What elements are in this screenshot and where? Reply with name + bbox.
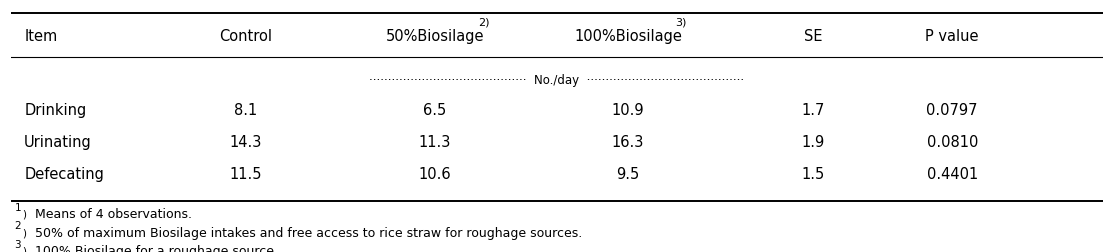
Text: 1.7: 1.7 [802, 103, 825, 117]
Text: 16.3: 16.3 [612, 135, 644, 149]
Text: Means of 4 observations.: Means of 4 observations. [36, 207, 192, 220]
Text: Control: Control [219, 28, 272, 43]
Text: 1: 1 [14, 202, 21, 212]
Text: 0.4401: 0.4401 [927, 167, 978, 182]
Text: 2: 2 [14, 220, 21, 230]
Text: Urinating: Urinating [25, 135, 92, 149]
Text: 14.3: 14.3 [229, 135, 262, 149]
Text: 1.9: 1.9 [802, 135, 825, 149]
Text: 3: 3 [14, 239, 21, 249]
Text: 50%Biosilage: 50%Biosilage [385, 28, 483, 43]
Text: Defecating: Defecating [25, 167, 104, 182]
Text: 100% Biosilage for a roughage source.: 100% Biosilage for a roughage source. [36, 244, 278, 252]
Text: SE: SE [804, 28, 823, 43]
Text: 0.0810: 0.0810 [927, 135, 978, 149]
Text: ): ) [22, 227, 26, 237]
Text: 2): 2) [478, 17, 490, 27]
Text: 11.3: 11.3 [419, 135, 451, 149]
Text: 3): 3) [675, 17, 686, 27]
Text: 8.1: 8.1 [234, 103, 257, 117]
Text: ): ) [22, 246, 26, 252]
Text: ): ) [22, 209, 26, 219]
Text: 50% of maximum Biosilage intakes and free access to rice straw for roughage sour: 50% of maximum Biosilage intakes and fre… [36, 226, 583, 239]
Text: P value: P value [926, 28, 979, 43]
Text: 1.5: 1.5 [802, 167, 825, 182]
Text: Item: Item [25, 28, 58, 43]
Text: 10.9: 10.9 [612, 103, 644, 117]
Text: 10.6: 10.6 [419, 167, 451, 182]
Text: 9.5: 9.5 [616, 167, 639, 182]
Text: Drinking: Drinking [25, 103, 87, 117]
Text: 100%Biosilage: 100%Biosilage [574, 28, 682, 43]
Text: 6.5: 6.5 [423, 103, 447, 117]
Text: ··········································  No./day  ···························: ········································… [370, 74, 744, 87]
Text: 11.5: 11.5 [229, 167, 262, 182]
Text: 0.0797: 0.0797 [927, 103, 978, 117]
